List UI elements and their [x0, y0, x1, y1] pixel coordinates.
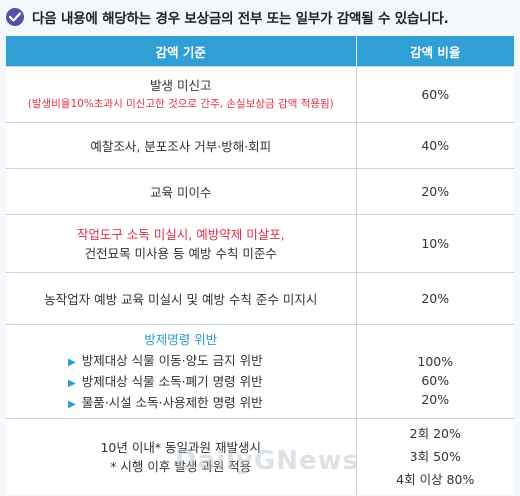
- rate-cell: 20%: [356, 272, 514, 325]
- table-row: 작업도구 소독 미실시, 예방약제 미살포, 건전묘목 미사용 등 예방 수칙 …: [6, 214, 514, 273]
- criteria-cell: 교육 미이수: [6, 168, 357, 215]
- list-item: ▶ 방제대상 식물 이동·양도 금지 위반: [68, 352, 263, 368]
- rate-value: 60%: [421, 373, 450, 388]
- header-text: 다음 내용에 해당하는 경우 보상금의 전부 또는 일부가 감액될 수 있습니다…: [32, 11, 449, 27]
- table-row: 방제명령 위반 ▶ 방제대상 식물 이동·양도 금지 위반 ▶ 방제대상 식물 소독…: [6, 324, 514, 419]
- rate-value: 100%: [417, 354, 454, 369]
- table-row: 10년 이내* 동일과원 재발생시 * 시행 이후 발생 과원 적용 2회 20…: [6, 418, 514, 495]
- checkmark-icon: [6, 8, 24, 26]
- rate-value: 2회 20%: [409, 426, 461, 442]
- rate-value: 3회 50%: [409, 449, 461, 465]
- criteria-cell: 농작업자 예방 교육 미실시 및 예방 수칙 준수 미지시: [6, 272, 357, 325]
- table-row: 농작업자 예방 교육 미실시 및 예방 수칙 준수 미지시 20%: [6, 272, 514, 325]
- criteria-cell: 방제명령 위반 ▶ 방제대상 식물 이동·양도 금지 위반 ▶ 방제대상 식물 소독…: [6, 324, 357, 419]
- triangle-bullet-icon: ▶: [68, 398, 76, 410]
- rate-cell: 60%: [356, 66, 514, 123]
- rate-cell: 40%: [356, 122, 514, 169]
- rate-cell: 20%: [356, 168, 514, 215]
- table-row: 발생 미신고 (발생비율10%초과시 미신고한 것으로 간주, 손실보상금 감액…: [6, 66, 514, 123]
- list-item: ▶ 물품·시설 소독·사용제한 명령 위반: [68, 394, 263, 410]
- bullet-list: ▶ 방제대상 식물 이동·양도 금지 위반 ▶ 방제대상 식물 소독·폐기 명령 위…: [6, 351, 356, 414]
- section-header: 다음 내용에 해당하는 경우 보상금의 전부 또는 일부가 감액될 수 있습니다…: [0, 0, 520, 34]
- rate-value: 20%: [421, 392, 450, 407]
- table-header-row: 감액 기준 감액 비율: [6, 36, 514, 67]
- triangle-bullet-icon: ▶: [68, 377, 76, 389]
- rate-cell: 10%: [356, 214, 514, 273]
- rate-cell: 2회 20% 3회 50% 4회 이상 80%: [356, 418, 514, 495]
- criteria-title: 발생 미신고: [150, 77, 212, 93]
- criteria-title: 방제명령 위반: [144, 331, 218, 347]
- rate-value: 4회 이상 80%: [396, 472, 475, 488]
- criteria-cell: 작업도구 소독 미실시, 예방약제 미살포, 건전묘목 미사용 등 예방 수칙 …: [6, 214, 357, 273]
- table-row: 교육 미이수 20%: [6, 168, 514, 215]
- rate-cell: 100% 60% 20%: [356, 324, 514, 419]
- criteria-line-2: 건전묘목 미사용 등 예방 수칙 미준수: [84, 245, 277, 261]
- table-row: 예찰조사, 분포조사 거부·방해·회피 40%: [6, 122, 514, 169]
- reduction-table: 감액 기준 감액 비율 발생 미신고 (발생비율10%초과시 미신고한 것으로 …: [6, 36, 514, 495]
- criteria-line-2: * 시행 이후 발생 과원 적용: [110, 458, 252, 474]
- criteria-line-1: 10년 이내* 동일과원 재발생시: [100, 439, 262, 455]
- column-header-rate: 감액 비율: [356, 36, 514, 67]
- column-header-criteria: 감액 기준: [6, 36, 357, 67]
- triangle-bullet-icon: ▶: [68, 356, 76, 368]
- criteria-cell: 예찰조사, 분포조사 거부·방해·회피: [6, 122, 357, 169]
- criteria-line-1: 작업도구 소독 미실시, 예방약제 미살포,: [76, 226, 285, 242]
- criteria-note: (발생비율10%초과시 미신고한 것으로 간주, 손실보상금 감액 적용됨): [27, 97, 334, 110]
- criteria-cell: 10년 이내* 동일과원 재발생시 * 시행 이후 발생 과원 적용: [6, 418, 357, 495]
- criteria-cell: 발생 미신고 (발생비율10%초과시 미신고한 것으로 간주, 손실보상금 감액…: [6, 66, 357, 123]
- list-item: ▶ 방제대상 식물 소독·폐기 명령 위반: [68, 373, 263, 389]
